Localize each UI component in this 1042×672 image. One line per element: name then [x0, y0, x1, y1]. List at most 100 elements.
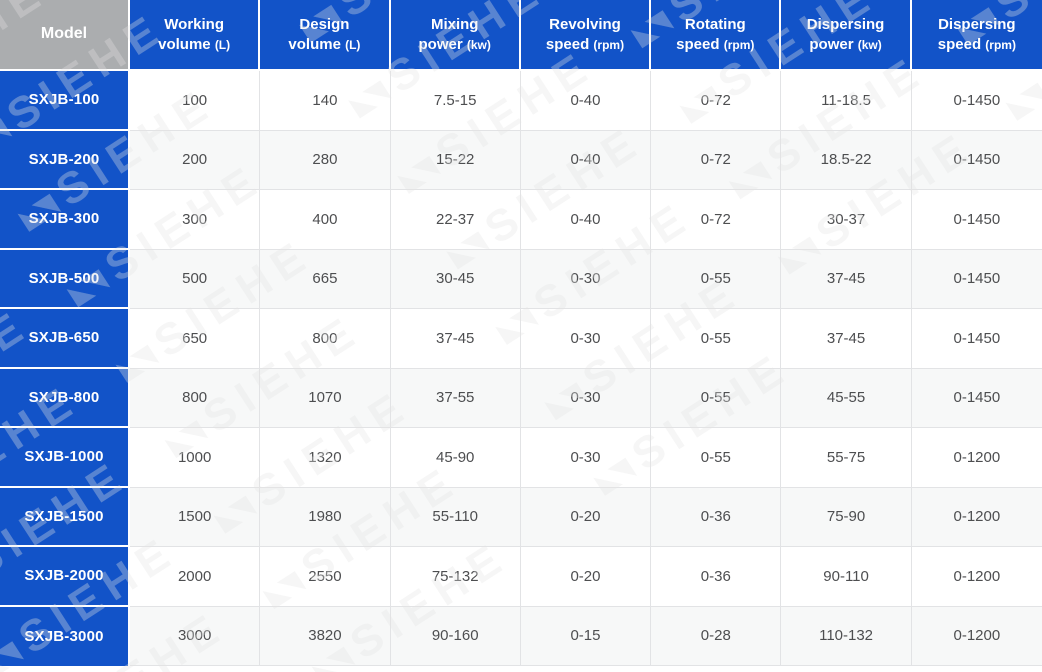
data-cell: 0-15: [520, 606, 652, 666]
data-cell: 11-18.5: [781, 71, 912, 131]
model-cell: SXJB-300: [0, 190, 130, 250]
data-cell: 37-45: [781, 309, 912, 369]
header-unit: (rpm): [593, 37, 625, 52]
data-cell: 7.5-15: [390, 71, 521, 131]
model-cell: SXJB-100: [0, 71, 130, 131]
header-line1: Rotating: [684, 16, 746, 33]
data-cell: 0-55: [651, 428, 782, 488]
model-column-header: Model: [0, 0, 130, 71]
data-cell: 2550: [260, 547, 391, 607]
data-cell: 800: [130, 368, 261, 428]
data-cell: 800: [260, 309, 391, 369]
header-unit: (L): [345, 37, 361, 52]
model-cell: SXJB-1500: [0, 487, 130, 547]
data-cell: 45-55: [781, 368, 912, 428]
data-cell: 37-45: [390, 309, 521, 369]
data-cell: 100: [130, 71, 261, 131]
data-cell: 200: [130, 130, 261, 190]
data-cell: 75-90: [781, 487, 912, 547]
data-cell: 3820: [260, 606, 391, 666]
header-unit: (kw): [857, 37, 882, 52]
header-line1: Working: [164, 16, 224, 33]
column-header-revolving-speed: Revolving speed (rpm): [520, 0, 652, 71]
data-cell: 0-72: [651, 190, 782, 250]
data-cell: 37-45: [781, 249, 912, 309]
data-cell: 55-110: [390, 487, 521, 547]
data-cell: 0-20: [520, 487, 652, 547]
data-cell: 0-1200: [911, 487, 1042, 547]
header-line2: volume (L): [288, 35, 360, 55]
header-line2: speed (rpm): [676, 35, 754, 55]
header-line1: Dispersing: [938, 16, 1016, 33]
data-cell: 0-1450: [911, 249, 1042, 309]
data-cell: 55-75: [781, 428, 912, 488]
data-cell: 0-1450: [911, 190, 1042, 250]
data-cell: 0-55: [651, 309, 782, 369]
data-cell: 45-90: [390, 428, 521, 488]
data-cell: 1000: [130, 428, 261, 488]
data-cell: 0-1450: [911, 309, 1042, 369]
data-cell: 0-1450: [911, 130, 1042, 190]
data-cell: 0-40: [520, 71, 652, 131]
header-word: power: [809, 35, 854, 53]
model-cell: SXJB-3000: [0, 606, 130, 666]
header-line2: power (kw): [809, 35, 881, 55]
data-cell: 0-1200: [911, 606, 1042, 666]
column-header-mixing-power: Mixing power (kw): [390, 0, 521, 71]
model-cell: SXJB-800: [0, 368, 130, 428]
data-cell: 0-72: [651, 71, 782, 131]
header-line2: speed (rpm): [546, 35, 624, 55]
data-cell: 280: [260, 130, 391, 190]
data-cell: 0-40: [520, 190, 652, 250]
header-line1: Design: [299, 16, 350, 33]
column-header-design-volume: Design volume (L): [260, 0, 391, 71]
header-word: power: [418, 35, 463, 53]
data-cell: 0-72: [651, 130, 782, 190]
data-cell: 665: [260, 249, 391, 309]
data-cell: 0-55: [651, 249, 782, 309]
header-line2: speed (rpm): [938, 35, 1016, 55]
header-word: speed: [676, 35, 720, 53]
data-cell: 2000: [130, 547, 261, 607]
header-word: speed: [937, 35, 982, 53]
data-cell: 0-36: [651, 487, 782, 547]
column-header-dispersing-speed: Dispersing speed (rpm): [911, 0, 1042, 71]
data-cell: 500: [130, 249, 261, 309]
data-cell: 1500: [130, 487, 261, 547]
data-cell: 1980: [260, 487, 391, 547]
header-unit: (rpm): [723, 37, 755, 52]
data-cell: 0-30: [520, 368, 652, 428]
column-header-rotating-speed: Rotating speed (rpm): [651, 0, 782, 71]
data-cell: 37-55: [390, 368, 521, 428]
header-line1: Mixing: [430, 16, 479, 33]
data-cell: 90-110: [781, 547, 912, 607]
data-cell: 75-132: [390, 547, 521, 607]
data-cell: 110-132: [781, 606, 912, 666]
data-cell: 650: [130, 309, 261, 369]
data-cell: 0-55: [651, 368, 782, 428]
data-cell: 18.5-22: [781, 130, 912, 190]
data-cell: 0-28: [651, 606, 782, 666]
model-cell: SXJB-650: [0, 309, 130, 369]
data-cell: 0-1450: [911, 71, 1042, 131]
data-cell: 0-30: [520, 249, 652, 309]
data-cell: 0-36: [651, 547, 782, 607]
data-cell: 1070: [260, 368, 391, 428]
data-cell: 15-22: [390, 130, 521, 190]
model-cell: SXJB-200: [0, 130, 130, 190]
data-cell: 0-1450: [911, 368, 1042, 428]
column-header-working-volume: Working volume (L): [130, 0, 261, 71]
data-cell: 0-1200: [911, 547, 1042, 607]
header-unit: (rpm): [985, 37, 1016, 52]
data-cell: 30-45: [390, 249, 521, 309]
header-word: volume: [288, 35, 341, 53]
header-line2: volume (L): [158, 35, 230, 55]
header-line1: Dispersing: [806, 16, 885, 33]
data-cell: 0-20: [520, 547, 652, 607]
data-cell: 400: [260, 190, 391, 250]
data-cell: 0-40: [520, 130, 652, 190]
data-cell: 140: [260, 71, 391, 131]
data-cell: 90-160: [390, 606, 521, 666]
